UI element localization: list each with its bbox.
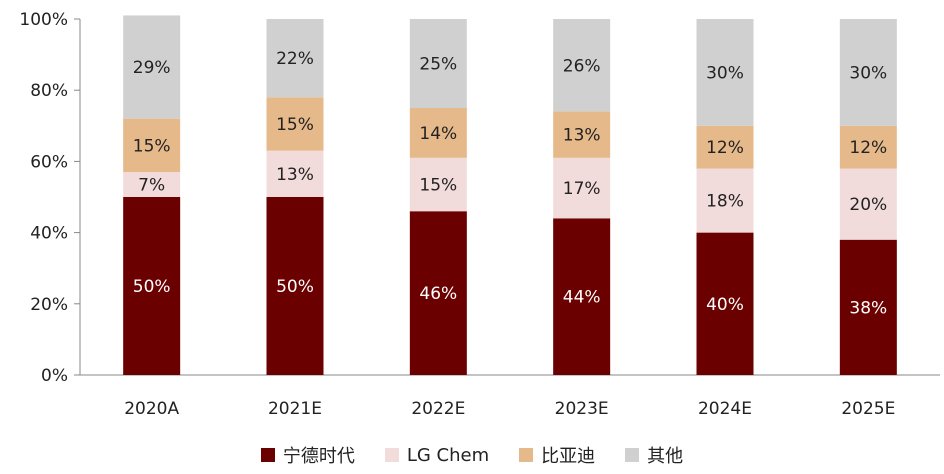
bar-value-label: 29% [133, 58, 171, 78]
x-category-label: 2020A [124, 399, 179, 419]
bar-value-label: 15% [419, 176, 457, 196]
bar-segment [839, 125, 897, 169]
bar-value-label: 50% [276, 277, 314, 297]
x-category-label: 2021E [268, 399, 322, 419]
bar-group: 50% 7% 15% 29% 50% 13% 15% 22% 46% 15% 14% 25% 44% 17… [123, 15, 897, 375]
legend-item-lg-chem: LG Chem [384, 444, 490, 466]
bar-value-label: 13% [276, 165, 314, 185]
y-tick-label: 40% [30, 224, 68, 244]
y-tick-label: 60% [30, 152, 68, 172]
bar-segment [553, 218, 611, 375]
bar-value-label: 17% [563, 179, 601, 199]
legend: 宁德时代 LG Chem 比亚迪 其他 [0, 440, 944, 470]
bar-value-label: 40% [706, 295, 744, 315]
bar-segment [266, 97, 324, 151]
legend-swatch-catl [260, 448, 275, 462]
bar-value-label: 44% [563, 288, 601, 308]
bar-value-label: 12% [706, 138, 744, 158]
stacked-bar-chart: 0% 20% 40% 60% 80% 100% 50% 7% 15% 29% 50% 13% 15% 2… [19, 10, 940, 419]
bar-segment [839, 19, 897, 126]
bar-value-label: 26% [563, 56, 601, 76]
bar-segment [123, 118, 181, 173]
x-category-label: 2025E [841, 399, 895, 419]
legend-label-catl: 宁德时代 [282, 446, 355, 467]
bar-segment [696, 19, 754, 126]
bar-segment [409, 108, 467, 158]
x-axis-labels: 2020A 2021E 2022E 2023E 2024E 2025E [124, 399, 895, 419]
legend-swatch-lg-chem [384, 448, 399, 462]
bar-value-label: 14% [419, 124, 457, 144]
bar-value-label: 38% [849, 298, 887, 318]
bar-value-label: 46% [419, 284, 457, 304]
bar-segment [409, 211, 467, 375]
bar-value-label: 18% [706, 192, 744, 212]
y-tick-label: 0% [41, 366, 68, 386]
bar-value-label: 15% [276, 115, 314, 135]
bar-segment [696, 232, 754, 375]
legend-item-others: 其他 [625, 442, 683, 468]
bar-value-label: 30% [706, 63, 744, 83]
bar-value-label: 20% [849, 195, 887, 215]
legend-label-others: 其他 [647, 446, 684, 467]
bar-segment [266, 197, 324, 375]
legend-item-catl: 宁德时代 [260, 442, 355, 468]
bar-value-label: 12% [849, 138, 887, 158]
legend-item-byd: 比亚迪 [519, 442, 595, 468]
bar-segment [409, 157, 467, 212]
bar-value-label: 13% [563, 126, 601, 146]
x-category-label: 2023E [555, 399, 609, 419]
bar-segment [123, 15, 181, 119]
bar-value-label: 50% [133, 277, 171, 297]
bar-segment [123, 172, 181, 197]
bar-segment [553, 111, 611, 158]
y-tick-label: 100% [19, 10, 68, 30]
bar-segment [123, 197, 181, 375]
y-tick-label: 20% [30, 295, 68, 315]
x-category-label: 2024E [698, 399, 752, 419]
bar-value-label: 30% [849, 63, 887, 83]
legend-swatch-byd [519, 448, 534, 462]
legend-label-lg-chem: LG Chem [406, 444, 490, 466]
bar-segment [696, 125, 754, 169]
bar-segment [696, 168, 754, 233]
bar-value-label: 15% [133, 136, 171, 156]
bar-segment [839, 168, 897, 240]
legend-label-byd: 比亚迪 [541, 446, 596, 467]
bar-value-label: 22% [276, 49, 314, 69]
bar-value-label: 7% [138, 176, 165, 196]
bar-segment [266, 150, 324, 197]
x-category-label: 2022E [411, 399, 465, 419]
legend-swatch-others [625, 448, 640, 462]
bar-segment [553, 157, 611, 219]
bar-value-label: 25% [419, 55, 457, 75]
bar-segment [409, 19, 467, 108]
y-tick-label: 80% [30, 81, 68, 101]
y-axis-ticks: 0% 20% 40% 60% 80% 100% [19, 10, 80, 386]
bar-segment [839, 239, 897, 375]
bar-segment [266, 19, 324, 98]
bar-segment [553, 19, 611, 112]
